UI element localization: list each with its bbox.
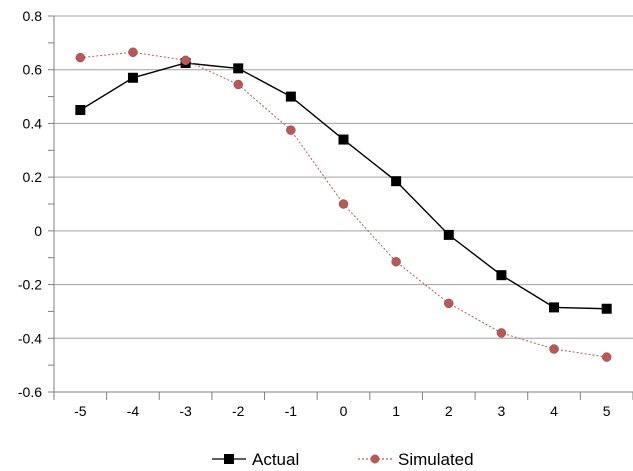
x-tick-label: -5 xyxy=(74,403,87,419)
x-tick-label: 3 xyxy=(498,403,506,419)
y-tick-label: -0.2 xyxy=(18,277,42,293)
x-tick-label: -3 xyxy=(179,403,192,419)
y-tick-label: 0.2 xyxy=(23,169,43,185)
data-point-simulated xyxy=(444,298,454,309)
x-tick-labels: -5 -4 -3 -2 -1 0 1 2 3 4 5 xyxy=(74,403,611,419)
data-point-simulated xyxy=(128,47,138,58)
data-point-actual xyxy=(75,105,86,115)
legend-marker-simulated xyxy=(370,454,380,464)
legend-marker-actual xyxy=(224,454,234,464)
x-tick-label: 1 xyxy=(392,403,400,419)
data-point-simulated xyxy=(496,328,507,338)
y-tick-label: 0 xyxy=(34,223,42,239)
data-point-simulated xyxy=(391,256,401,267)
y-tick-label: 0.4 xyxy=(23,115,43,131)
data-point-simulated xyxy=(549,344,559,354)
legend-label-simulated: Simulated xyxy=(398,450,474,469)
legend-label-actual: Actual xyxy=(252,450,299,469)
x-tick-label: 0 xyxy=(340,403,348,419)
data-point-actual xyxy=(496,270,507,281)
data-point-actual xyxy=(391,176,402,187)
legend: Actual Simulated xyxy=(212,450,474,469)
x-tick-label: -1 xyxy=(285,403,298,419)
x-tick-label: -4 xyxy=(127,403,140,419)
y-tick-label: -0.4 xyxy=(18,330,42,346)
series-line-actual xyxy=(79,62,607,310)
data-point-actual xyxy=(549,302,560,313)
data-point-simulated xyxy=(338,199,349,209)
x-tick-label: 5 xyxy=(603,403,611,419)
gridlines xyxy=(54,15,633,393)
y-tick-labels: 0.8 0.6 0.4 0.2 0 -0.2 -0.4 -0.6 xyxy=(18,8,42,400)
y-tick-label: -0.6 xyxy=(18,384,42,400)
axes xyxy=(48,15,633,400)
data-point-actual xyxy=(443,229,454,240)
series-group xyxy=(75,47,612,362)
data-point-simulated xyxy=(601,352,612,362)
y-tick-label: 0.8 xyxy=(23,8,43,24)
x-tick-label: 4 xyxy=(550,403,558,419)
data-point-actual xyxy=(285,91,296,102)
data-point-simulated xyxy=(180,55,191,66)
x-tick-label: -2 xyxy=(232,403,245,419)
x-tick-label: 2 xyxy=(445,403,453,419)
data-point-actual xyxy=(601,303,612,314)
data-point-simulated xyxy=(286,125,296,135)
data-point-actual xyxy=(127,72,138,83)
data-point-simulated xyxy=(233,79,243,90)
data-point-actual xyxy=(233,63,244,74)
data-point-actual xyxy=(338,134,349,145)
data-point-simulated xyxy=(75,52,86,63)
y-tick-label: 0.6 xyxy=(23,62,43,78)
